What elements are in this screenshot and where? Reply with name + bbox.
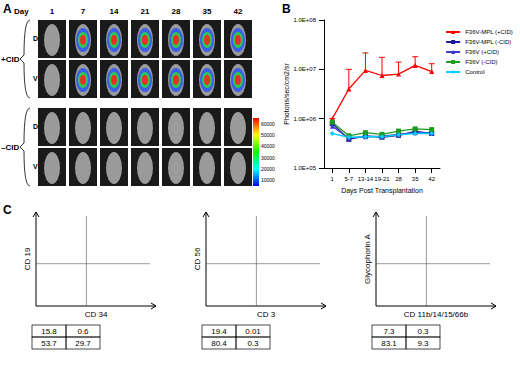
svg-text:28: 28	[172, 7, 181, 16]
svg-text:CD 56: CD 56	[193, 247, 202, 270]
svg-text:C: C	[3, 203, 12, 217]
svg-text:CD 11b/14/15/66b: CD 11b/14/15/66b	[404, 310, 469, 319]
svg-text:13-14: 13-14	[358, 176, 374, 182]
svg-text:21: 21	[141, 7, 150, 16]
svg-text:19-21: 19-21	[374, 176, 390, 182]
svg-text:A: A	[3, 2, 12, 16]
svg-text:28: 28	[395, 176, 402, 182]
svg-text:Days Post Transplantation: Days Post Transplantation	[341, 187, 423, 195]
svg-text:D: D	[33, 123, 38, 130]
svg-text:42: 42	[428, 176, 435, 182]
svg-text:53.7: 53.7	[41, 339, 57, 348]
svg-text:42: 42	[234, 7, 243, 16]
svg-text:Photons/sec/cm2/sr: Photons/sec/cm2/sr	[283, 63, 290, 125]
svg-text:7: 7	[81, 7, 86, 16]
svg-text:9.3: 9.3	[417, 339, 429, 348]
svg-text:D: D	[33, 35, 38, 42]
svg-text:Control: Control	[465, 69, 484, 75]
svg-text:1: 1	[50, 7, 55, 16]
svg-text:+CID: +CID	[1, 55, 20, 64]
svg-text:F36V (-CID): F36V (-CID)	[465, 59, 497, 65]
svg-text:1.0E+05: 1.0E+05	[293, 165, 316, 171]
svg-text:F36V-MPL (-CID): F36V-MPL (-CID)	[465, 39, 511, 45]
svg-text:10000: 10000	[261, 177, 275, 183]
svg-text:1: 1	[331, 176, 335, 182]
svg-text:5-7: 5-7	[345, 176, 354, 182]
svg-text:CD 3: CD 3	[257, 310, 276, 319]
svg-text:50000: 50000	[261, 132, 275, 138]
svg-text:83.1: 83.1	[381, 339, 397, 348]
svg-text:Glycophorin A: Glycophorin A	[363, 233, 372, 283]
svg-text:0.01: 0.01	[245, 327, 261, 336]
svg-text:30000: 30000	[261, 155, 275, 161]
svg-text:F36V (+CID): F36V (+CID)	[465, 49, 499, 55]
svg-text:–CID: –CID	[1, 143, 19, 152]
svg-text:0.3: 0.3	[247, 339, 259, 348]
svg-text:29.7: 29.7	[75, 339, 91, 348]
svg-text:19.4: 19.4	[211, 327, 227, 336]
svg-text:1.0E+06: 1.0E+06	[293, 116, 316, 122]
svg-text:7.3: 7.3	[383, 327, 395, 336]
svg-text:B: B	[282, 2, 291, 16]
svg-text:0.6: 0.6	[77, 327, 89, 336]
svg-text:14: 14	[110, 7, 119, 16]
svg-text:0.3: 0.3	[417, 327, 429, 336]
svg-text:35: 35	[412, 176, 419, 182]
svg-text:F36V-MPL (+CID): F36V-MPL (+CID)	[465, 29, 513, 35]
svg-text:60000: 60000	[261, 121, 275, 127]
svg-text:1.0E+07: 1.0E+07	[293, 66, 316, 72]
svg-text:40000: 40000	[261, 143, 275, 149]
svg-text:CD 19: CD 19	[23, 247, 32, 270]
svg-text:Day: Day	[14, 7, 29, 16]
svg-text:80.4: 80.4	[211, 339, 227, 348]
svg-text:CD 34: CD 34	[85, 310, 108, 319]
svg-text:V: V	[33, 163, 38, 170]
svg-text:20000: 20000	[261, 166, 275, 172]
svg-text:35: 35	[203, 7, 212, 16]
svg-text:V: V	[33, 75, 38, 82]
svg-text:1.0E+08: 1.0E+08	[293, 17, 316, 23]
svg-text:15.8: 15.8	[41, 327, 57, 336]
